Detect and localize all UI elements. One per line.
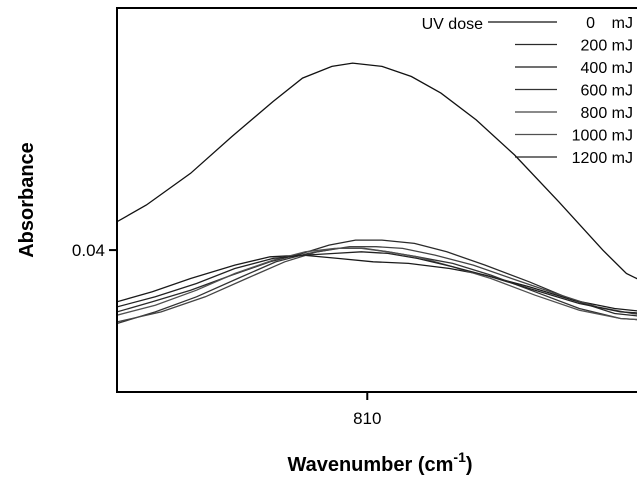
x-axis-unit-close: ) xyxy=(466,454,473,476)
legend-label-0: 0 xyxy=(586,15,595,32)
legend-unit-0: mJ xyxy=(612,15,633,32)
x-axis-unit-exp: -1 xyxy=(453,449,466,465)
legend-label-5: 1000 mJ xyxy=(572,128,633,145)
legend-label-4: 800 mJ xyxy=(581,105,633,122)
x-tick-label-0: 810 xyxy=(353,409,381,428)
x-axis-unit-base: (cm xyxy=(418,454,454,476)
legend: UV dose 0 mJ 200 mJ 400 mJ 600 mJ 800 mJ 1000 … xyxy=(422,15,633,167)
legend-label-3: 600 mJ xyxy=(581,83,633,100)
y-tick-label-0: 0.04 xyxy=(72,241,105,260)
y-axis-title: Absorbance xyxy=(16,142,38,258)
legend-title: UV dose xyxy=(422,16,483,33)
legend-label-6: 1200 mJ xyxy=(572,150,633,167)
series-line-0 xyxy=(117,62,637,280)
series-line-1 xyxy=(117,239,637,317)
legend-label-1: 200 mJ xyxy=(581,38,633,55)
series-line-6 xyxy=(117,251,637,314)
series-line-4 xyxy=(117,246,637,323)
series-line-3 xyxy=(117,247,637,325)
plot-frame xyxy=(116,7,637,393)
x-axis-title: Wavenumber (cm-1) xyxy=(287,449,472,476)
legend-label-2: 400 mJ xyxy=(581,60,633,77)
tick-layer: 810 0.04 xyxy=(72,241,382,428)
series-layer xyxy=(117,62,637,325)
series-line-5 xyxy=(117,247,637,321)
x-axis-title-name: Wavenumber xyxy=(287,454,412,476)
series-line-2 xyxy=(117,254,637,312)
